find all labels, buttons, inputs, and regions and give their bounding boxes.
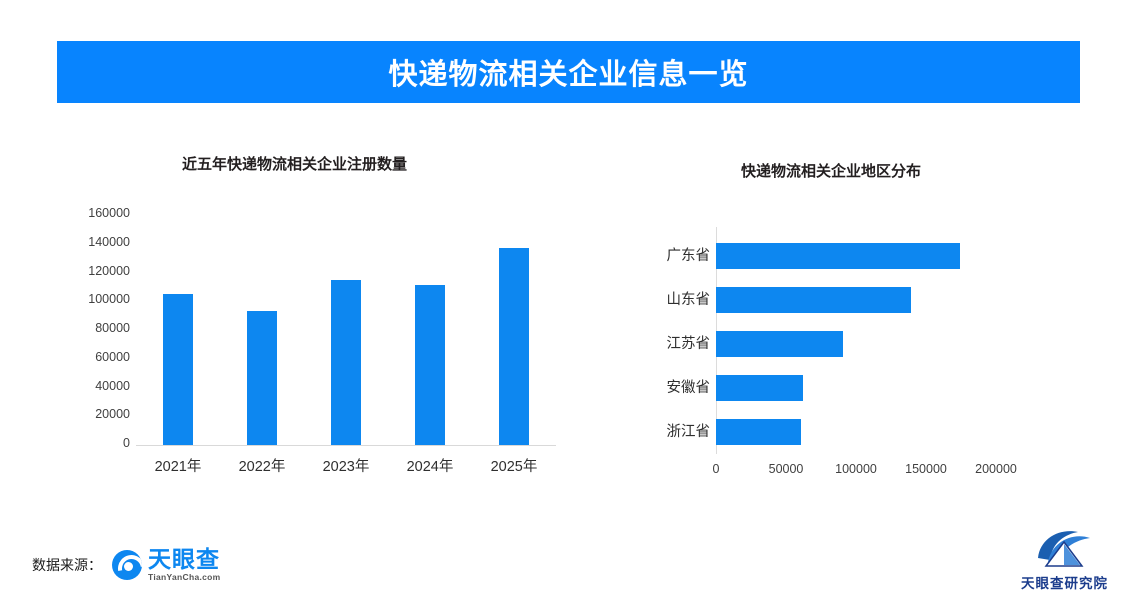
y-tick-label: 100000 — [88, 292, 130, 307]
institute-logo: 天眼查研究院 — [1021, 528, 1108, 592]
category-label: 江苏省 — [666, 335, 711, 352]
x-tick-label: 2024年 — [406, 459, 454, 475]
plot-area — [136, 216, 556, 446]
bar — [716, 331, 843, 357]
y-tick-label: 0 — [123, 436, 130, 450]
x-tick-label: 50000 — [768, 462, 804, 476]
bar — [163, 294, 193, 445]
x-tick-label: 2022年 — [238, 459, 286, 475]
bar — [499, 248, 529, 445]
bar — [716, 287, 911, 313]
x-tick-label: 200000 — [975, 462, 1017, 476]
tianyancha-logo: 天眼查 TianYanCha.com — [112, 548, 221, 582]
x-tick-label: 2023年 — [322, 459, 370, 475]
left-chart-title: 近五年快递物流相关企业注册数量 — [182, 156, 408, 173]
x-axis-labels: 0 50000 100000 150000 200000 — [712, 462, 1017, 482]
y-tick-label: 20000 — [95, 407, 130, 422]
x-tick-label: 2025年 — [490, 459, 538, 475]
category-label: 广东省 — [666, 247, 711, 264]
x-axis-line — [136, 445, 556, 446]
category-label: 山东省 — [666, 291, 711, 308]
y-tick-label: 80000 — [95, 321, 130, 335]
brand-name-en: TianYanCha.com — [148, 572, 221, 582]
y-axis-labels: 0 20000 40000 60000 80000 100000 120000 140000 1… — [62, 206, 130, 449]
y-tick-label: 120000 — [88, 263, 130, 278]
region-bar-chart: 广东省山东省江苏省安徽省浙江省 0 50000 100000 150000 200000 — [667, 227, 1017, 476]
x-tick-label: 100000 — [835, 462, 877, 476]
header-banner: 快递物流相关企业信息一览 — [57, 41, 1080, 103]
x-tick-label: 0 — [712, 462, 720, 476]
institute-mountain-icon — [1037, 531, 1090, 567]
y-tick-label: 60000 — [95, 349, 130, 364]
brand-name-cn: 天眼查 — [148, 546, 220, 572]
data-source-footer: 数据来源： 天眼查 TianYanCha.com — [32, 548, 221, 582]
tianyancha-wordmark: 天眼查 TianYanCha.com — [148, 548, 221, 582]
category-label: 浙江省 — [666, 423, 711, 440]
page-title: 快递物流相关企业信息一览 — [388, 59, 749, 91]
institute-name: 天眼查研究院 — [1021, 576, 1108, 591]
category-label: 安徽省 — [666, 379, 711, 396]
x-tick-label: 150000 — [905, 462, 947, 476]
plot-area — [716, 227, 996, 454]
right-chart-title: 快递物流相关企业地区分布 — [741, 163, 922, 180]
left-chart-panel: 近五年快递物流相关企业注册数量 0 20000 40000 60000 80000 100… — [60, 128, 580, 508]
y-tick-label: 160000 — [88, 206, 130, 220]
source-label: 数据来源： — [32, 556, 102, 573]
y-tick-label: 40000 — [95, 378, 130, 393]
bar — [247, 311, 277, 445]
bar — [716, 375, 803, 401]
bar — [415, 284, 445, 445]
y-tick-label: 140000 — [88, 234, 130, 249]
right-chart-panel: 快递物流相关企业地区分布 广东省山东省江苏省安徽省浙江省 0 50000 10000… — [600, 128, 1100, 508]
bar — [331, 279, 361, 445]
category-labels: 广东省山东省江苏省安徽省浙江省 — [634, 234, 711, 454]
tianyancha-eye-icon — [112, 549, 142, 580]
registration-bar-chart: 0 20000 40000 60000 80000 100000 120000 140000 1… — [88, 207, 556, 475]
bar — [716, 243, 961, 269]
x-axis-labels: 2021年 2022年 2023年 2024年 2025年 — [136, 455, 556, 479]
bar — [716, 419, 802, 445]
x-tick-label: 2021年 — [154, 459, 202, 475]
